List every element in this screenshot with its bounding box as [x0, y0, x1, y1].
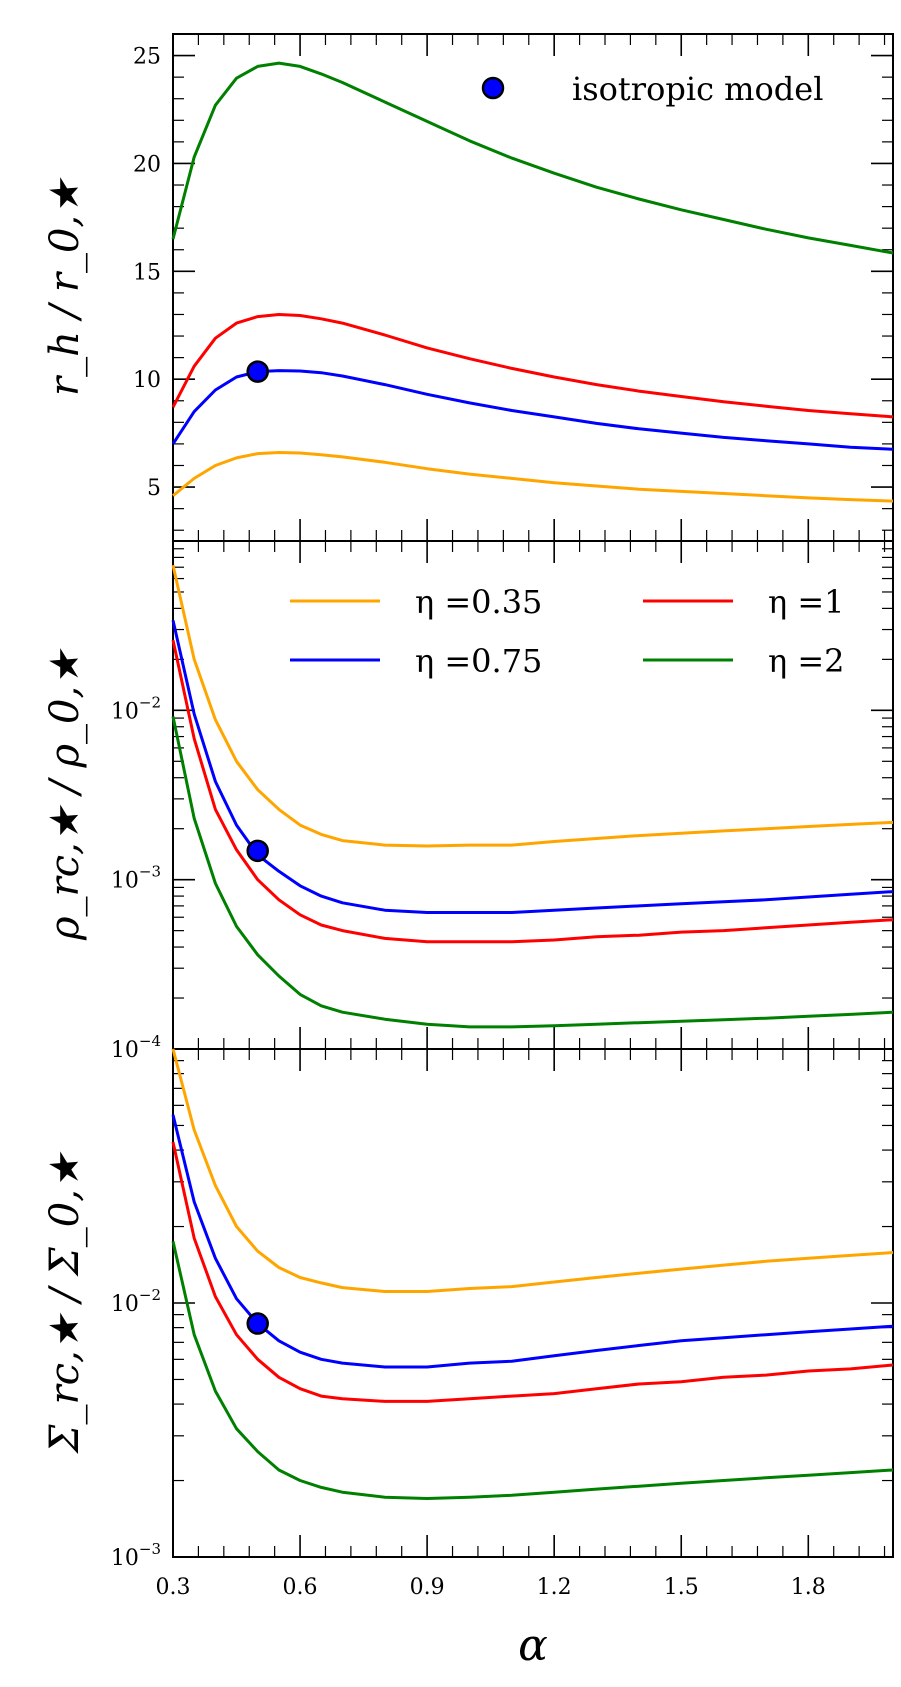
- x-tick-label: 0.9: [410, 1575, 445, 1600]
- legend-marker-label: isotropic model: [572, 70, 823, 108]
- y-tick-label: 10−3: [111, 863, 161, 894]
- y-tick-label: 20: [133, 152, 161, 177]
- series-line: [171, 639, 894, 944]
- y-tick-exponent: −2: [139, 1286, 161, 1304]
- x-axis-title: α: [518, 1620, 548, 1671]
- y-axis-title: ρ_rc,★ / ρ_0,★: [42, 648, 88, 941]
- y-tick-label: 10−2: [111, 1286, 161, 1317]
- y-tick-exponent: −3: [139, 1540, 161, 1558]
- y-tick-base: 10: [111, 699, 139, 724]
- legend-label: η =0.75: [415, 642, 542, 680]
- isotropic-marker: [246, 1312, 269, 1335]
- y-axis-title: r_h / r_0,★: [42, 177, 88, 396]
- y-tick-label: 10−3: [111, 1540, 161, 1571]
- legend-label: η =2: [768, 642, 845, 680]
- y-tick-label: 10−2: [111, 693, 161, 724]
- isotropic-marker: [246, 360, 269, 383]
- legend-label: η =0.35: [415, 583, 542, 621]
- series-line: [171, 564, 894, 848]
- series-line: [171, 61, 894, 255]
- y-tick-exponent: −3: [139, 863, 161, 881]
- panel-top: 5 10 15 20 25 r_h / r_0,★: [42, 33, 894, 542]
- series-line: [171, 1114, 894, 1369]
- y-tick-base: 10: [111, 1546, 139, 1571]
- y-tick-base: 10: [111, 1292, 139, 1317]
- series-line: [171, 369, 894, 451]
- plot-frame: [172, 1048, 894, 1558]
- series-line: [171, 1048, 894, 1293]
- y-tick-base: 10: [111, 869, 139, 894]
- series-line: [172, 451, 894, 503]
- series-line: [171, 1240, 894, 1500]
- series-line: [171, 716, 894, 1029]
- series-line: [171, 619, 894, 914]
- series-line: [171, 1141, 894, 1403]
- x-tick-label: 1.5: [664, 1575, 699, 1600]
- legend-label: η =1: [768, 583, 845, 621]
- y-tick-base: 10: [111, 1038, 139, 1063]
- x-tick-label: 0.3: [156, 1575, 191, 1600]
- x-tick-label: 1.8: [791, 1575, 826, 1600]
- y-tick-exponent: −4: [139, 1032, 161, 1050]
- y-tick-exponent: −2: [139, 693, 161, 711]
- y-axis-title: Σ_rc,★ / Σ_0,★: [42, 1151, 88, 1455]
- plot-frame: [172, 33, 894, 542]
- legend-marker-icon: [481, 76, 505, 100]
- y-tick-label: 10−4: [111, 1032, 161, 1063]
- x-tick-label: 0.6: [283, 1575, 318, 1600]
- panel-middle: 10−410−310−2ρ_rc,★ / ρ_0,★: [42, 540, 894, 1063]
- y-tick-label: 25: [133, 45, 161, 70]
- isotropic-marker: [246, 839, 269, 863]
- x-tick-label: 1.2: [537, 1575, 572, 1600]
- y-tick-label: 15: [133, 260, 161, 285]
- y-tick-label: 5: [147, 476, 161, 501]
- y-tick-label: 10: [133, 368, 161, 393]
- series-line: [171, 313, 894, 419]
- panel-bottom: 10−310−2Σ_rc,★ / Σ_0,★: [42, 1048, 894, 1571]
